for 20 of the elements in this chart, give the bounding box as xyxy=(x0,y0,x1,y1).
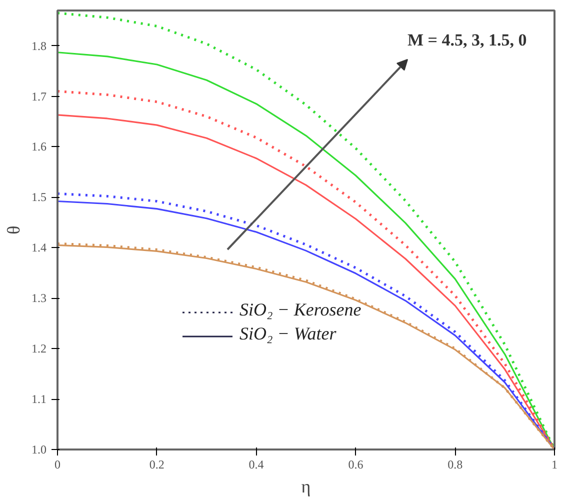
y-tick-label: 1.3 xyxy=(32,291,46,306)
annotation: M = 4.5, 3, 1.5, 0 xyxy=(408,30,527,50)
x-tick-label: 0 xyxy=(54,458,60,472)
y-tick-label: 1.6 xyxy=(32,140,46,154)
x-tick-label: 0.4 xyxy=(248,458,264,472)
x-tick-label: 1 xyxy=(552,458,558,472)
y-tick-label: 1.2 xyxy=(32,342,46,356)
annotation: SiO₂ − Water xyxy=(240,324,338,344)
x-tick-label: 0.8 xyxy=(448,458,463,472)
y-tick-label: 1.0 xyxy=(32,442,46,456)
x-tick-label: 0.6 xyxy=(348,458,364,472)
y-tick-label: 1.5 xyxy=(32,190,46,204)
y-tick-label: 1.8 xyxy=(32,38,46,53)
y-axis-title: θ xyxy=(4,226,24,234)
x-axis-title: η xyxy=(301,476,311,496)
y-tick-label: 1.4 xyxy=(32,240,46,255)
annotation: SiO₂ − Kerosene xyxy=(240,300,362,320)
y-tick-label: 1.7 xyxy=(32,89,46,104)
x-tick-label: 0.2 xyxy=(149,458,164,472)
y-tick-label: 1.1 xyxy=(32,392,46,406)
